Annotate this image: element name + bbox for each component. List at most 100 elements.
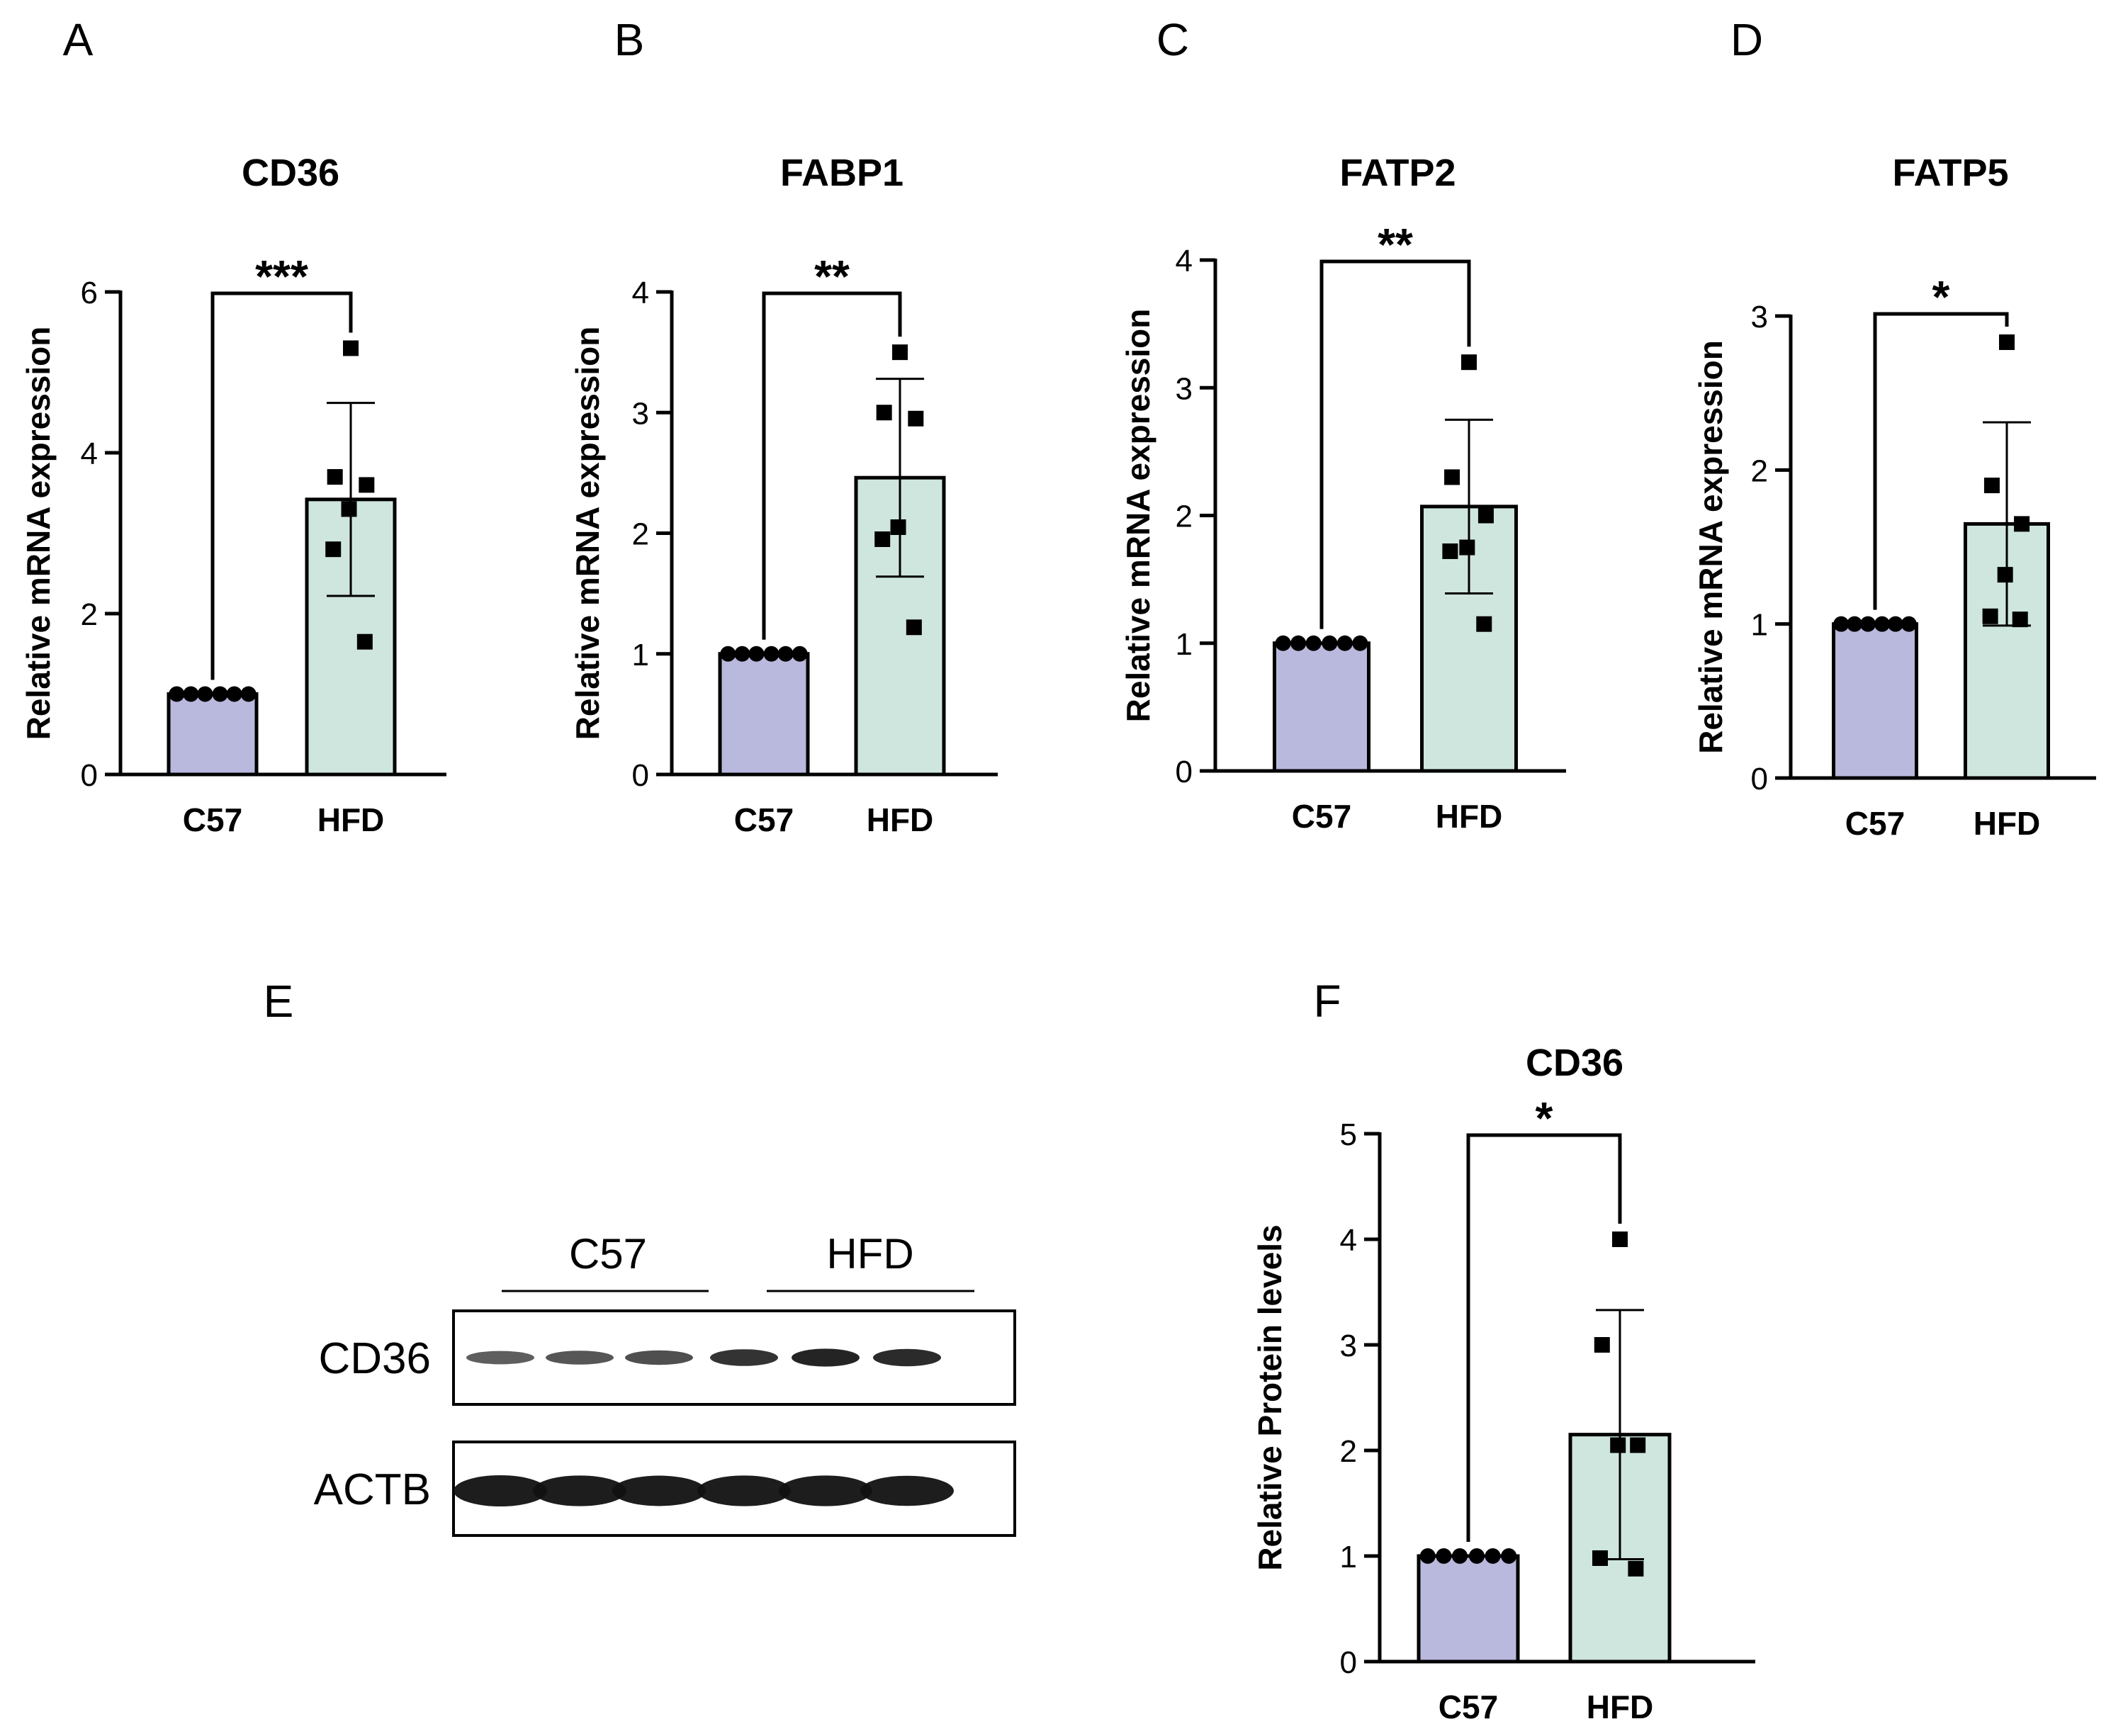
data-point-hfd xyxy=(343,340,359,356)
data-point-c57 xyxy=(169,686,185,702)
y-tick-label: 2 xyxy=(81,597,98,632)
significance-bracket xyxy=(210,291,353,680)
data-point-hfd xyxy=(1999,334,2015,350)
x-tick-label: C57 xyxy=(1439,1689,1498,1725)
data-point-hfd xyxy=(1444,469,1460,485)
significance-stars: *** xyxy=(255,251,308,302)
data-point-c57 xyxy=(212,686,228,702)
y-tick-label: 3 xyxy=(1176,371,1193,406)
blot-band-actb xyxy=(612,1475,706,1506)
y-axis-label: Relative mRNA expression xyxy=(569,327,606,740)
x-tick-label: HFD xyxy=(1587,1689,1654,1725)
data-point-hfd xyxy=(1983,478,2000,494)
data-point-hfd xyxy=(1594,1337,1610,1353)
data-point-c57 xyxy=(1452,1548,1468,1564)
data-point-c57 xyxy=(1290,635,1307,651)
panel-d: D FATP5 Relative mRNA expression 0 1 2 3 C57 HFD… xyxy=(1692,14,2096,842)
significance-bracket xyxy=(1466,1133,1622,1542)
y-axis-label: Relative mRNA expression xyxy=(1120,309,1156,723)
blot-band-actb xyxy=(533,1475,626,1506)
data-point-hfd xyxy=(1477,507,1494,524)
data-point-hfd xyxy=(2014,516,2030,532)
blot-band-cd36 xyxy=(546,1351,614,1365)
blot-group-label: C57 xyxy=(569,1230,647,1278)
blot-band-cd36 xyxy=(625,1350,693,1365)
data-point-hfd xyxy=(890,519,906,535)
chart-title: CD36 xyxy=(242,152,339,194)
y-tick-label: 0 xyxy=(1751,762,1768,796)
y-tick-label: 0 xyxy=(632,758,649,793)
significance-stars: ** xyxy=(1378,219,1413,270)
y-tick-label: 4 xyxy=(632,276,649,310)
data-point-hfd xyxy=(1442,543,1458,559)
panel-label: A xyxy=(63,14,94,65)
y-tick-label: 0 xyxy=(81,758,98,793)
y-tick-label: 1 xyxy=(1751,608,1768,643)
bar-hfd xyxy=(854,475,946,777)
data-point-hfd xyxy=(876,405,892,421)
y-tick-label: 4 xyxy=(1176,244,1193,278)
panel-label: E xyxy=(264,976,294,1027)
data-point-hfd xyxy=(1476,616,1492,632)
y-tick-label: 0 xyxy=(1340,1645,1357,1680)
y-axis-label: Relative Protein levels xyxy=(1251,1224,1288,1570)
y-tick-label: 3 xyxy=(1340,1329,1357,1363)
blot-band-actb xyxy=(860,1475,954,1506)
data-point-hfd xyxy=(1610,1437,1626,1453)
x-tick-label: C57 xyxy=(1292,798,1351,835)
data-point-c57 xyxy=(1305,635,1322,651)
significance-bracket xyxy=(762,291,902,640)
y-tick-label: 5 xyxy=(1340,1117,1357,1152)
data-point-c57 xyxy=(1847,616,1863,632)
data-point-c57 xyxy=(1901,616,1917,632)
data-point-hfd xyxy=(892,344,908,361)
x-tick-label: C57 xyxy=(1845,805,1905,842)
panel-c: C FATP2 Relative mRNA expression 0 1 2 3 4 C57 HF… xyxy=(1120,14,1566,835)
y-axis-label: Relative mRNA expression xyxy=(1692,340,1729,754)
panel-label: F xyxy=(1313,976,1341,1027)
data-point-hfd xyxy=(327,469,343,485)
blot-row-label: CD36 xyxy=(318,1334,431,1383)
panel-a: A CD36 Relative mRNA expression 0 2 4 6 C57 HFD *… xyxy=(20,14,446,838)
chart-title: FATP2 xyxy=(1339,152,1456,194)
chart-title: CD36 xyxy=(1526,1042,1623,1084)
data-point-c57 xyxy=(1468,1548,1485,1564)
blot-band-actb xyxy=(697,1475,791,1506)
data-point-hfd xyxy=(1459,539,1475,556)
x-tick-label: C57 xyxy=(734,801,794,838)
data-point-c57 xyxy=(1336,635,1353,651)
data-point-c57 xyxy=(1352,635,1368,651)
data-point-hfd xyxy=(1461,354,1477,371)
bar-c57 xyxy=(167,692,259,777)
significance-stars: * xyxy=(1536,1093,1553,1144)
y-tick-label: 2 xyxy=(1176,500,1193,534)
data-point-c57 xyxy=(1419,1548,1436,1564)
chart-title: FABP1 xyxy=(780,152,903,194)
blot-band-cd36 xyxy=(466,1351,534,1365)
y-tick-label: 1 xyxy=(632,638,649,672)
y-tick-label: 2 xyxy=(632,517,649,552)
data-point-c57 xyxy=(197,686,213,702)
y-tick-label: 2 xyxy=(1340,1434,1357,1469)
y-tick-label: 1 xyxy=(1176,627,1193,662)
data-point-hfd xyxy=(359,477,375,493)
data-point-c57 xyxy=(240,686,257,702)
blot-band-cd36 xyxy=(873,1348,941,1367)
blot-band-actb xyxy=(779,1475,872,1506)
bar-c57 xyxy=(718,652,810,777)
data-point-c57 xyxy=(1874,616,1891,632)
data-point-hfd xyxy=(356,633,373,650)
significance-bracket xyxy=(1319,259,1471,629)
data-point-c57 xyxy=(1485,1548,1501,1564)
y-tick-label: 0 xyxy=(1176,755,1193,789)
blot-group-label: HFD xyxy=(826,1230,913,1278)
data-point-c57 xyxy=(183,686,199,702)
data-point-c57 xyxy=(748,646,765,662)
data-point-hfd xyxy=(1982,608,1998,624)
x-tick-label: HFD xyxy=(1974,805,2041,842)
significance-stars: * xyxy=(1932,271,1950,322)
data-point-hfd xyxy=(325,541,342,558)
data-point-c57 xyxy=(1887,616,1903,632)
blot-row-label: ACTB xyxy=(314,1465,431,1514)
